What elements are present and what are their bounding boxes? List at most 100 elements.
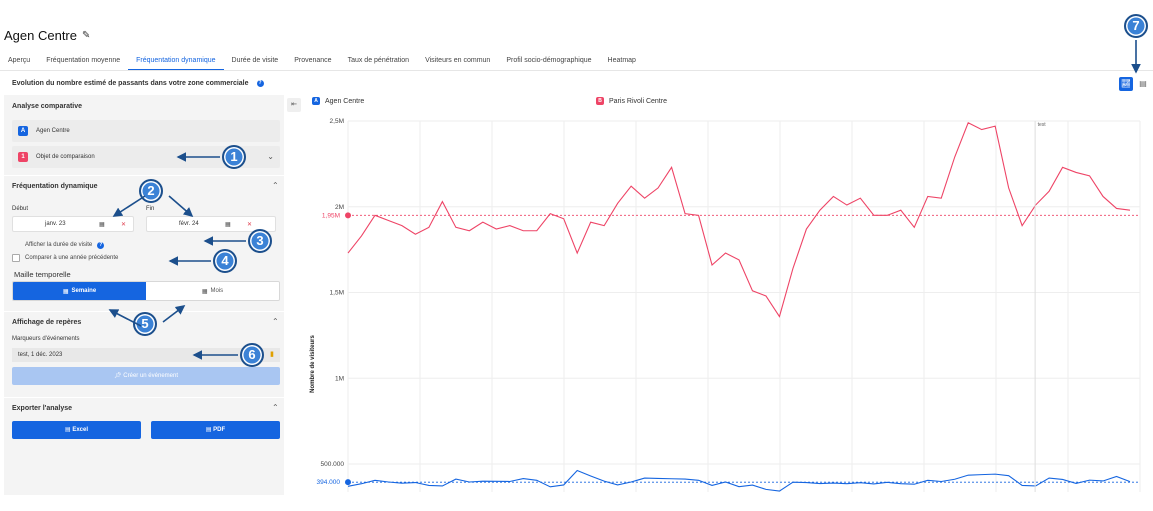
analyse-title: Analyse comparative bbox=[12, 103, 83, 110]
tab-item[interactable]: Durée de visite bbox=[231, 57, 279, 64]
table-view-button[interactable]: ▤ bbox=[1136, 77, 1150, 91]
chart-subtitle: Evolution du nombre estimé de passants d… bbox=[12, 80, 264, 87]
callout-6: 6 bbox=[240, 343, 264, 367]
callout-7: 7 bbox=[1124, 14, 1148, 38]
callout-5: 5 bbox=[133, 312, 157, 336]
mois-label: Mois bbox=[210, 288, 224, 294]
help-icon[interactable]: ? bbox=[97, 241, 105, 249]
annotation-arrow bbox=[108, 309, 142, 327]
chart-view-button[interactable]: 📈︎ bbox=[1119, 77, 1133, 91]
comparison-item-a[interactable]: A Agen Centre bbox=[12, 120, 280, 142]
chevron-up-icon[interactable]: ⌃ bbox=[272, 181, 279, 190]
pencil-icon[interactable]: ✎ bbox=[82, 30, 91, 41]
badge-1: 1 bbox=[18, 152, 28, 162]
tab-item[interactable]: Provenance bbox=[294, 57, 332, 64]
calendar-icon[interactable]: ▦ bbox=[225, 221, 231, 228]
excel-label: Excel bbox=[72, 427, 89, 433]
debut-date-input[interactable]: janv. 23 ▦ ✕ bbox=[12, 216, 134, 232]
create-event-button[interactable]: 📌︎ Créer un événement bbox=[12, 367, 280, 385]
compare-checkbox-row[interactable]: Comparer à une année précédente bbox=[12, 254, 118, 262]
comparison-select-label: Objet de comparaison bbox=[36, 154, 95, 160]
tab-item[interactable]: Aperçu bbox=[8, 57, 31, 64]
frequentation-title: Fréquentation dynamique bbox=[12, 183, 98, 190]
y-tick-label: 500.000 bbox=[321, 461, 345, 468]
y-axis-label: Nombre de visiteurs bbox=[310, 334, 316, 392]
legend-item-b[interactable]: B Paris Rivoli Centre bbox=[596, 97, 667, 105]
page-title-text: Agen Centre bbox=[4, 28, 77, 43]
duree-checkbox-label: Afficher la durée de visite bbox=[25, 242, 93, 248]
tab-item[interactable]: Profil socio-démographique bbox=[506, 57, 592, 64]
tab-item[interactable]: Visiteurs en commun bbox=[425, 57, 491, 64]
semaine-label: Semaine bbox=[71, 288, 97, 294]
y-tick-label: 1M bbox=[335, 375, 344, 382]
legend-label: Agen Centre bbox=[325, 97, 365, 105]
callout-3: 3 bbox=[248, 229, 272, 253]
trash-icon[interactable]: ▮ bbox=[270, 351, 274, 358]
comparison-select[interactable]: 1 Objet de comparaison ⌄ bbox=[12, 146, 280, 168]
tab-item[interactable]: Taux de pénétration bbox=[347, 57, 410, 64]
checkbox[interactable] bbox=[12, 254, 20, 262]
file-icon: ▤ bbox=[64, 427, 71, 433]
callout-2: 2 bbox=[139, 179, 163, 203]
debut-date-value: janv. 23 bbox=[45, 221, 66, 227]
reference-point bbox=[345, 212, 351, 219]
tab-item[interactable]: Heatmap bbox=[607, 57, 636, 64]
series-line bbox=[347, 121, 1131, 318]
annotation-arrow bbox=[162, 305, 186, 323]
divider bbox=[4, 311, 296, 312]
fin-date-value: févr. 24 bbox=[179, 221, 199, 227]
calendar-icon: ▦ bbox=[62, 288, 69, 295]
marqueurs-label: Marqueurs d'événements bbox=[12, 336, 80, 342]
duree-checkbox-row[interactable]: Afficher la durée de visite ? bbox=[12, 241, 105, 249]
badge-a: A bbox=[312, 97, 320, 105]
tab-bar: Aperçu Fréquentation moyenne Fréquentation… bbox=[0, 55, 1153, 71]
event-marker-label: test bbox=[1038, 122, 1047, 128]
semaine-button[interactable]: ▦ Semaine bbox=[13, 282, 146, 300]
y-tick-label: 2,5M bbox=[330, 118, 344, 125]
mois-button[interactable]: ▦ Mois bbox=[146, 282, 279, 300]
file-icon: ▤ bbox=[205, 427, 212, 433]
clear-icon[interactable]: ✕ bbox=[121, 221, 127, 228]
pdf-button[interactable]: ▤ PDF bbox=[151, 421, 280, 439]
reference-point bbox=[345, 479, 351, 486]
collapse-left-icon: ⇤ bbox=[291, 101, 297, 108]
excel-button[interactable]: ▤ Excel bbox=[12, 421, 141, 439]
page-title: Agen Centre ✎ bbox=[4, 28, 90, 43]
callout-4: 4 bbox=[213, 249, 237, 273]
annotation-arrow bbox=[168, 195, 194, 218]
legend-item-a[interactable]: A Agen Centre bbox=[312, 97, 364, 105]
tab-item[interactable]: Fréquentation dynamique bbox=[128, 55, 224, 70]
y-tick-label: 2M bbox=[335, 204, 344, 211]
help-icon[interactable]: ? bbox=[256, 80, 264, 87]
chevron-up-icon[interactable]: ⌃ bbox=[272, 403, 279, 412]
tab-item[interactable]: Fréquentation moyenne bbox=[46, 57, 121, 64]
fin-date-input[interactable]: févr. 24 ▦ ✕ bbox=[146, 216, 276, 232]
reperes-title: Affichage de repères bbox=[12, 319, 82, 326]
maille-toggle: ▦ Semaine ▦ Mois bbox=[12, 281, 280, 301]
chevron-up-icon[interactable]: ⌃ bbox=[272, 317, 279, 326]
compare-checkbox-label: Comparer à une année précédente bbox=[25, 255, 119, 261]
clear-icon[interactable]: ✕ bbox=[247, 221, 253, 228]
callout-1: 1 bbox=[222, 145, 246, 169]
event-text: test, 1 déc. 2023 bbox=[18, 352, 63, 358]
calendar-icon[interactable]: ▦ bbox=[99, 221, 105, 228]
reference-label: 394.000 bbox=[317, 479, 341, 486]
export-title: Exporter l'analyse bbox=[12, 405, 73, 412]
calendar-icon: ▦ bbox=[201, 288, 208, 295]
line-chart-icon: 📈︎ bbox=[1120, 79, 1132, 88]
reference-label: 1,95M bbox=[322, 212, 340, 219]
divider bbox=[4, 175, 296, 176]
event-item[interactable]: test, 1 déc. 2023 ▮ bbox=[12, 348, 280, 362]
divider bbox=[4, 397, 296, 398]
chevron-down-icon[interactable]: ⌄ bbox=[267, 152, 274, 161]
table-icon: ▤ bbox=[1139, 79, 1147, 88]
badge-b: B bbox=[596, 97, 604, 105]
debut-label: Début bbox=[12, 206, 29, 212]
comparison-item-a-label: Agen Centre bbox=[36, 128, 70, 134]
collapse-panel-button[interactable]: ⇤ bbox=[287, 98, 301, 112]
fin-label: Fin bbox=[146, 206, 155, 212]
badge-a: A bbox=[18, 126, 28, 136]
create-event-label: Créer un événement bbox=[123, 373, 178, 379]
